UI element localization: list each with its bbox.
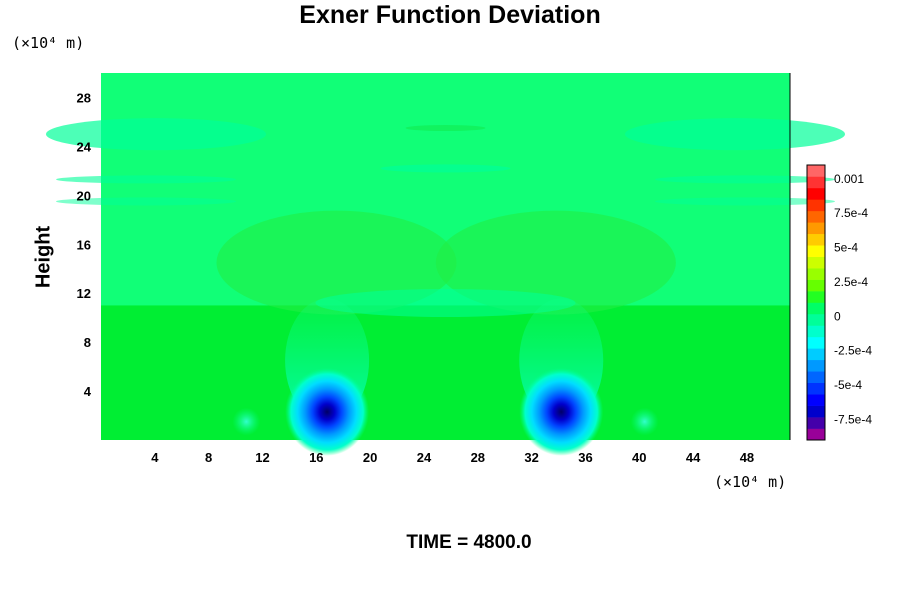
colorbar-segment bbox=[807, 210, 825, 223]
colorbar-segment bbox=[807, 371, 825, 384]
pressure-minimum bbox=[519, 367, 604, 456]
colorbar-segment bbox=[807, 165, 825, 177]
y-tick-label: 4 bbox=[84, 384, 92, 399]
colorbar-segment bbox=[807, 325, 825, 338]
x-axis-unit: (×10⁴ m) bbox=[714, 473, 787, 491]
y-tick-label: 20 bbox=[77, 188, 91, 203]
colorbar-tick-label: 5e-4 bbox=[834, 241, 858, 255]
contour-band bbox=[56, 175, 236, 184]
colorbar-tick-label: -5e-4 bbox=[834, 378, 862, 392]
colorbar-tick-label: 2.5e-4 bbox=[834, 275, 868, 289]
colorbar-segment bbox=[807, 279, 825, 292]
colorbar-segment bbox=[807, 428, 825, 441]
colorbar-tick-label: 0 bbox=[834, 309, 841, 323]
colorbar-tick-label: 7.5e-4 bbox=[834, 206, 868, 220]
contour-lobe bbox=[315, 288, 576, 317]
colorbar-segment bbox=[807, 187, 825, 200]
y-tick-label: 12 bbox=[77, 286, 91, 301]
colorbar-segment bbox=[807, 291, 825, 303]
colorbar-segment bbox=[807, 233, 825, 246]
colorbar-segment bbox=[807, 222, 825, 235]
x-tick-label: 16 bbox=[309, 450, 323, 465]
colorbar-segment bbox=[807, 302, 825, 315]
colorbar-segment bbox=[807, 268, 825, 280]
contour-band bbox=[405, 125, 486, 132]
weak-minimum bbox=[232, 407, 261, 436]
x-tick-label: 8 bbox=[205, 450, 212, 465]
time-label: TIME = 4800.0 bbox=[406, 532, 532, 553]
contour-band bbox=[380, 164, 511, 173]
x-tick-label: 32 bbox=[524, 450, 538, 465]
contour-band bbox=[46, 118, 266, 151]
colorbar-segment bbox=[807, 256, 825, 269]
colorbar-frame bbox=[806, 164, 826, 441]
colorbar-segment bbox=[807, 382, 825, 395]
colorbar-segment bbox=[807, 313, 825, 326]
y-axis-unit: (×10⁴ m) bbox=[12, 34, 85, 52]
x-tick-label: 48 bbox=[740, 450, 754, 465]
y-tick-label: 24 bbox=[77, 139, 92, 154]
y-tick-label: 28 bbox=[77, 90, 91, 105]
y-tick-label: 16 bbox=[77, 237, 91, 252]
x-tick-label: 44 bbox=[686, 450, 701, 465]
colorbar-tick-label: -7.5e-4 bbox=[834, 412, 872, 426]
colorbar-segment bbox=[807, 245, 825, 257]
colorbar-segment bbox=[807, 405, 825, 418]
colorbar-segment bbox=[807, 359, 825, 372]
contour-lobe bbox=[435, 210, 676, 315]
contour-band bbox=[625, 118, 845, 151]
x-tick-label: 28 bbox=[471, 450, 485, 465]
colorbar: 0.001 7.5e-4 5e-4 2.5e-4 0 -2.5e-4 -5e-4 -7.5e-… bbox=[806, 164, 872, 441]
colorbar-tick-label: -2.5e-4 bbox=[834, 344, 872, 358]
x-tick-label: 20 bbox=[363, 450, 377, 465]
y-tick-label: 8 bbox=[84, 335, 91, 350]
chart-title: Exner Function Deviation bbox=[299, 1, 601, 29]
colorbar-segment bbox=[807, 336, 825, 349]
weak-minimum bbox=[630, 407, 659, 436]
x-tick-label: 36 bbox=[578, 450, 592, 465]
pressure-minimum bbox=[285, 367, 370, 456]
contour-field bbox=[46, 73, 845, 456]
colorbar-segment bbox=[807, 176, 825, 189]
x-tick-label: 24 bbox=[417, 450, 432, 465]
x-tick-label: 40 bbox=[632, 450, 646, 465]
colorbar-segment bbox=[807, 199, 825, 212]
colorbar-segment bbox=[807, 348, 825, 361]
contour-lobe bbox=[216, 210, 457, 315]
colorbar-tick-label: 0.001 bbox=[834, 172, 864, 186]
x-tick-label: 12 bbox=[255, 450, 269, 465]
contour-band bbox=[56, 197, 236, 206]
x-tick-label: 4 bbox=[151, 450, 159, 465]
colorbar-segment bbox=[807, 417, 825, 429]
colorbar-segment bbox=[807, 394, 825, 406]
